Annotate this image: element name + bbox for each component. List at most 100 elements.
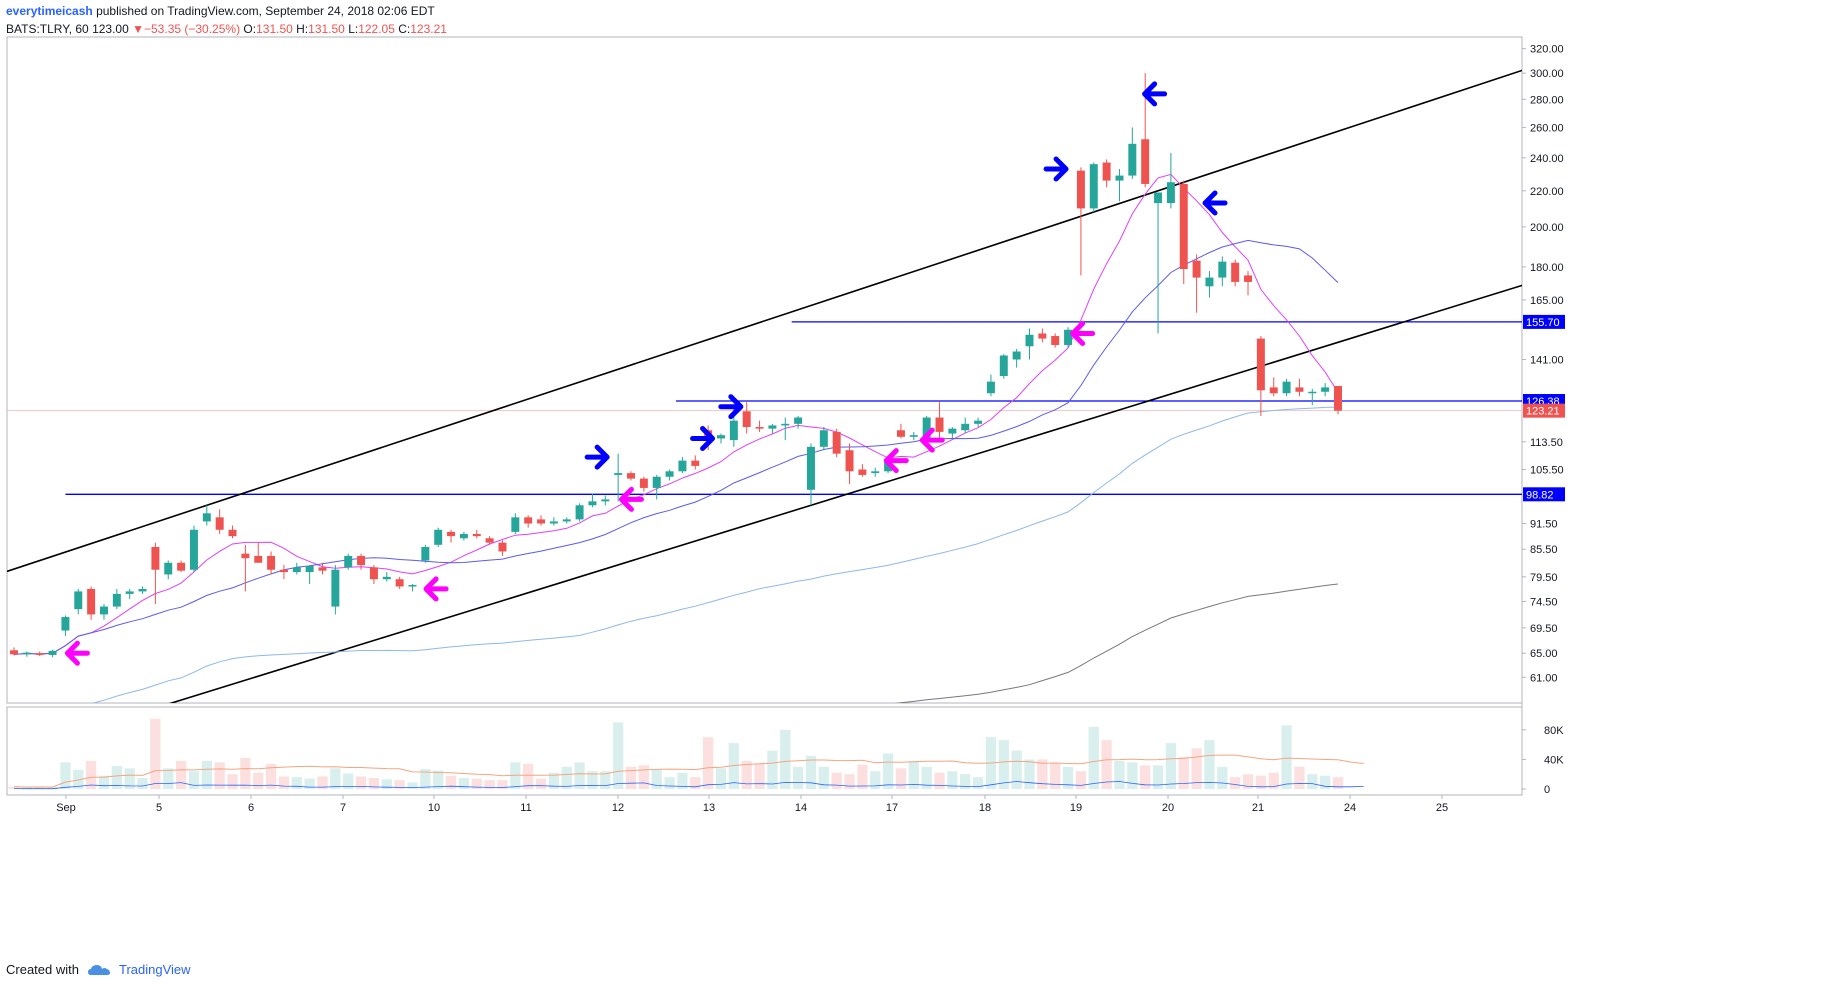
time-axis[interactable]: Sep 5 6 7 10 11 12 13 14 17 18 19 20 21 24 25 [56, 795, 1448, 814]
candle-body [909, 435, 918, 437]
volume-bar [227, 774, 238, 789]
candle-body [267, 555, 276, 570]
price-tick-label: 300.00 [1530, 68, 1564, 80]
volume-bar [1114, 760, 1125, 789]
candle-body [1321, 387, 1330, 392]
candle-body [164, 562, 173, 575]
time-tick-label: 7 [340, 802, 346, 814]
blue-left-arrow[interactable] [1142, 81, 1168, 107]
candle-body [331, 569, 340, 607]
candle-body [305, 566, 314, 573]
candle-body [1064, 329, 1073, 345]
candle-body [986, 381, 995, 394]
candle-body [575, 505, 584, 520]
magenta-left-arrow[interactable] [919, 427, 945, 453]
candle-body [794, 417, 803, 424]
candle-body [472, 534, 481, 537]
level-price-tag[interactable] [1523, 487, 1565, 502]
candle-body [1179, 183, 1188, 269]
volume-bar [137, 777, 148, 789]
candle-body [1295, 387, 1304, 392]
volume-bar [240, 757, 251, 789]
volume-bar [1011, 750, 1022, 789]
candle-body [832, 431, 841, 454]
volume-bar [895, 768, 907, 789]
chart-header: everytimeicash published on TradingView.… [6, 4, 435, 19]
volume-indicator-line [13, 781, 1364, 790]
candle-body [1334, 385, 1342, 411]
candle-body [1051, 336, 1060, 345]
volume-bar [163, 768, 174, 789]
magenta-left-arrow[interactable] [64, 640, 90, 666]
volume-bar [407, 782, 418, 789]
volume-bar [870, 771, 881, 789]
volume-bar [8, 786, 20, 789]
volume-bar [317, 776, 328, 789]
volume-bar [330, 768, 341, 789]
blue-right-arrow[interactable] [584, 444, 610, 470]
magenta-left-arrow[interactable] [423, 576, 449, 602]
magenta-left-arrow[interactable] [618, 486, 644, 512]
volume-bar [1037, 759, 1048, 789]
volume-bar [613, 722, 624, 789]
candle-body [35, 653, 44, 655]
price-tick-label: 320.00 [1530, 44, 1564, 56]
blue-right-arrow[interactable] [1043, 156, 1069, 182]
candle-body [588, 501, 597, 506]
candle-body [1141, 139, 1150, 184]
volume-bar [754, 763, 765, 789]
candle-body [1218, 261, 1227, 278]
candle-body [524, 517, 533, 524]
last-price-tag-label: 123.21 [1526, 406, 1560, 418]
symbol-label[interactable]: BATS:TLRY, 60 [6, 22, 89, 36]
high-value: 131.50 [308, 22, 345, 36]
volume-bar [1050, 763, 1061, 789]
trend-lines[interactable] [1, 67, 1531, 755]
time-tick-label: 14 [795, 802, 807, 814]
candle-body [896, 430, 905, 437]
upper-channel-line[interactable] [1, 67, 1531, 573]
candle-body [215, 517, 224, 530]
volume-bar [1088, 726, 1099, 789]
candle-body [511, 517, 520, 532]
candle-body [806, 446, 815, 490]
blue-left-arrow[interactable] [1202, 190, 1228, 216]
volume-bar [664, 777, 675, 789]
last-price-tag[interactable] [1523, 403, 1565, 418]
candle-body [665, 471, 674, 477]
candle-body [1115, 175, 1124, 181]
candle-body [691, 460, 700, 466]
level-price-tag[interactable] [1523, 314, 1565, 329]
magenta-left-arrow[interactable] [1070, 321, 1096, 347]
blue-right-arrow[interactable] [690, 425, 716, 451]
magenta-left-arrow[interactable] [883, 448, 909, 474]
candle-body [74, 591, 83, 610]
price-axis[interactable]: 61.00 65.00 69.50 74.50 79.50 85.50 91.50 105.5… [1522, 44, 1565, 685]
volume-bar [574, 762, 585, 789]
blue-right-arrow[interactable] [718, 394, 744, 420]
volume-bar [1127, 762, 1138, 789]
lower-channel-line[interactable] [1, 283, 1531, 756]
volume-bar [73, 769, 84, 789]
magenta-left-arrow-shape [1070, 321, 1096, 347]
candle-body [1025, 334, 1034, 347]
price-tick-label: 91.50 [1530, 518, 1558, 530]
candle-body [652, 476, 661, 488]
magenta-left-arrow-shape [919, 427, 945, 453]
footer: Created with TradingView [6, 962, 191, 977]
time-tick-label: 18 [979, 802, 991, 814]
candle-body [1244, 275, 1253, 282]
candle-body [87, 588, 96, 615]
volume-bar [420, 769, 431, 789]
annotation-arrows[interactable] [64, 81, 1228, 666]
candle-body [382, 576, 391, 580]
candle-body [292, 567, 301, 573]
volume-bar [253, 772, 264, 789]
tradingview-link[interactable]: TradingView [118, 962, 191, 977]
price-tick-label: 220.00 [1530, 186, 1564, 198]
cloud-logo-icon [87, 964, 110, 975]
author-link[interactable]: everytimeicash [6, 4, 93, 18]
volume-bar [523, 763, 534, 789]
candle-body [614, 473, 623, 475]
